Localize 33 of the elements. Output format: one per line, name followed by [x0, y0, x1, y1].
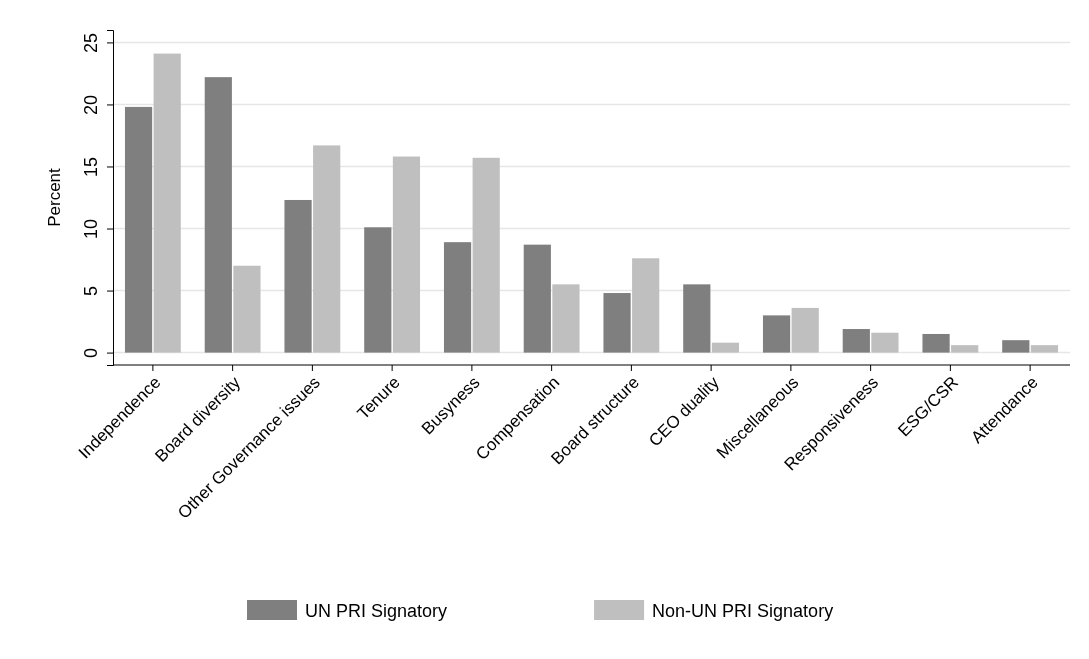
bar — [603, 293, 631, 353]
y-tick-label: 5 — [81, 286, 102, 297]
y-tick-label: 15 — [81, 156, 102, 177]
bar — [842, 329, 870, 353]
bar — [313, 145, 341, 353]
bar — [683, 284, 711, 353]
bar — [762, 315, 791, 353]
bar — [284, 199, 312, 353]
bar — [922, 333, 950, 353]
bar — [443, 242, 472, 353]
bar — [1002, 340, 1030, 353]
bar — [124, 106, 153, 353]
bar — [153, 53, 181, 353]
bar — [552, 284, 580, 353]
bar — [711, 342, 740, 353]
bar — [791, 307, 819, 353]
bar — [871, 332, 899, 353]
bar — [1030, 345, 1059, 353]
bar — [472, 157, 500, 353]
bar — [523, 244, 551, 353]
y-tick-label: 10 — [81, 219, 102, 240]
y-tick-label: 20 — [81, 94, 102, 115]
bar — [632, 258, 660, 353]
bar — [392, 156, 421, 353]
y-axis-title: Percent — [45, 167, 64, 227]
y-tick-label: 25 — [81, 32, 102, 53]
legend-label: UN PRI Signatory — [305, 601, 448, 621]
bar — [364, 227, 392, 353]
bar — [233, 265, 261, 353]
bar — [951, 345, 979, 353]
legend-label: Non-UN PRI Signatory — [652, 601, 834, 621]
bar — [204, 77, 232, 353]
y-tick-label: 0 — [81, 348, 102, 359]
